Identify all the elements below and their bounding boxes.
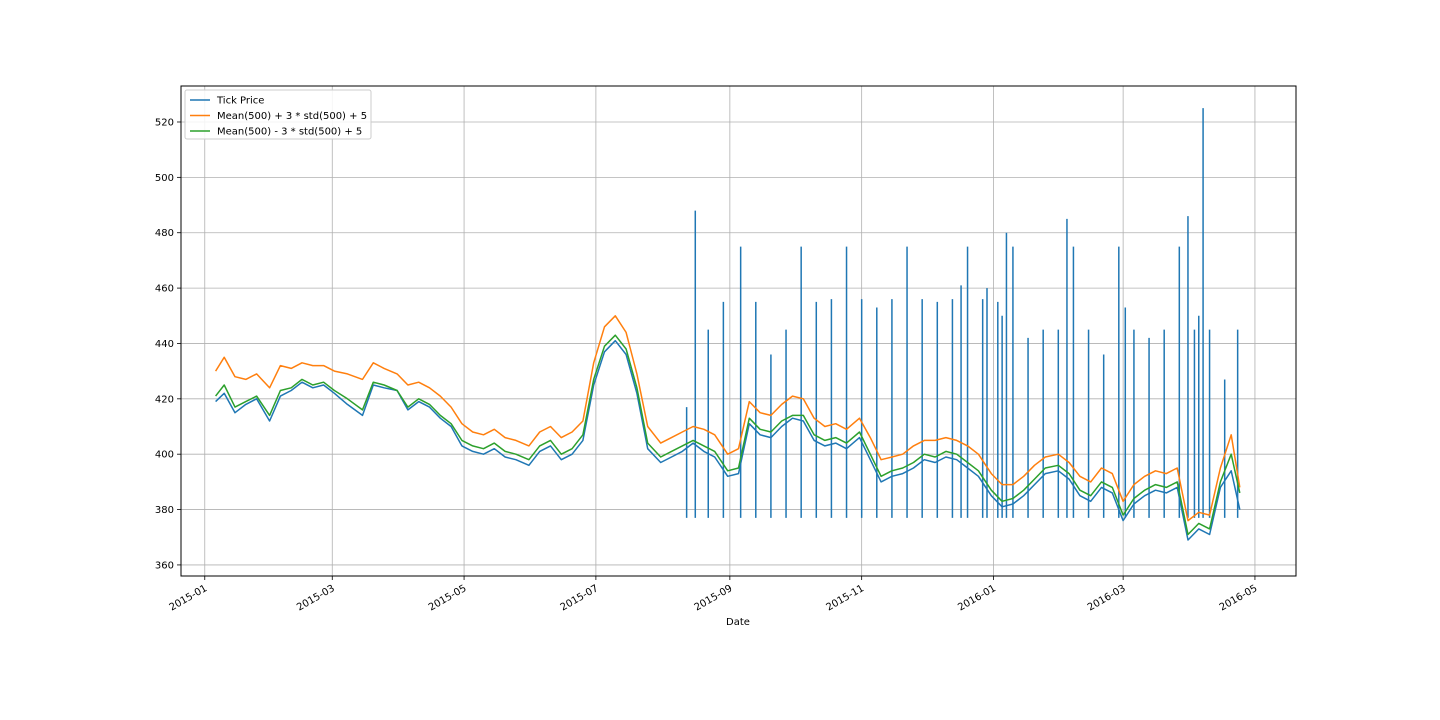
plot-frame <box>180 85 1297 577</box>
x-axis-label: Date <box>726 617 750 628</box>
legend-box <box>184 89 372 140</box>
series-line-tick-price <box>215 339 1241 541</box>
series-line-upper-band <box>214 315 1241 522</box>
y-tick-label: 420 <box>155 394 174 405</box>
legend-entry: Mean(500) - 3 * std(500) + 5 <box>217 127 362 138</box>
series-group <box>214 108 1241 541</box>
y-tick-label: 480 <box>155 228 174 239</box>
y-tick-label: 400 <box>155 450 174 461</box>
series-line-lower-band <box>215 334 1241 536</box>
y-tick-label: 500 <box>155 173 174 184</box>
legend-entry: Mean(500) + 3 * std(500) + 5 <box>217 111 367 122</box>
y-tick-label: 360 <box>155 560 174 571</box>
y-axis: 360 380 400 420 440 460 480 500 520 <box>155 117 181 571</box>
legend-entry: Tick Price <box>216 96 264 107</box>
legend: Tick Price Mean(500) + 3 * std(500) + 5 Me… <box>184 89 372 140</box>
y-tick-label: 440 <box>155 339 174 350</box>
grid <box>181 86 1296 576</box>
y-tick-label: 460 <box>155 284 174 295</box>
y-tick-label: 520 <box>155 117 174 128</box>
y-tick-label: 380 <box>155 505 174 516</box>
